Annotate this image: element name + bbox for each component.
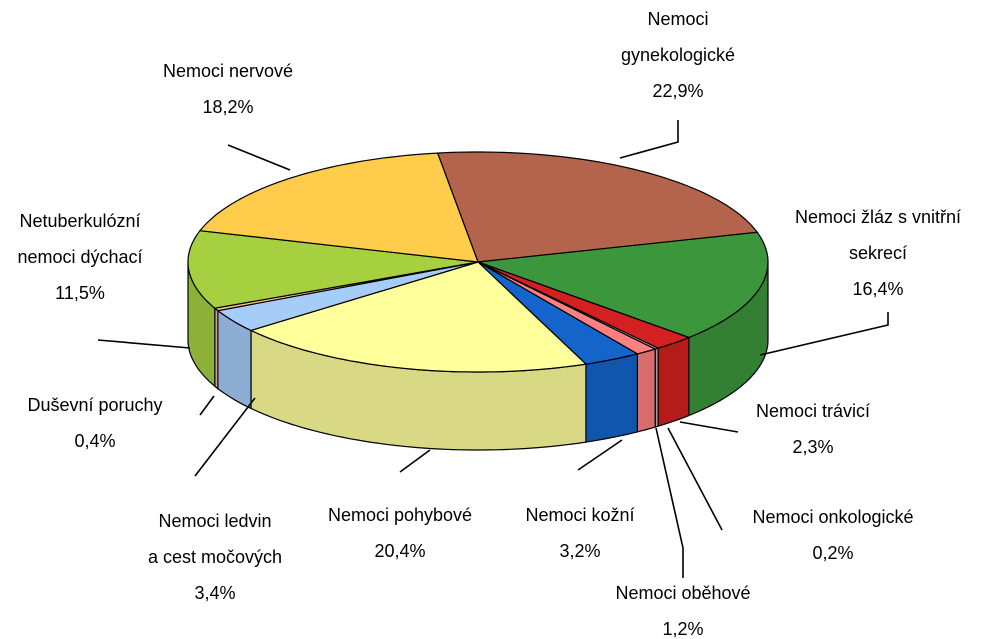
slice-label: Netuberkulózní (19, 211, 140, 231)
slice-label: nemoci dýchací (17, 247, 142, 267)
slice (187, 230, 479, 309)
slice (216, 261, 479, 332)
slice-label: Nemoci nervové (163, 61, 293, 81)
leader-line (199, 395, 215, 416)
slice-label: sekrecí (849, 243, 907, 263)
slice-side (585, 353, 638, 443)
slice-label: a cest močových (148, 547, 282, 567)
leader-line (194, 397, 256, 477)
leader-line (399, 449, 431, 473)
slice-label: Nemoci pohybové (328, 505, 472, 525)
slice-label: Duševní poruchy (27, 395, 162, 415)
slice-label: Nemoci kožní (525, 505, 634, 525)
value-label: 18,2% (202, 97, 253, 117)
slice (477, 261, 691, 349)
value-label: 2,3% (792, 437, 833, 457)
value-label: 1,2% (662, 619, 703, 639)
slice-label: Nemoci onkologické (752, 507, 913, 527)
value-label: 11,5% (55, 283, 105, 303)
slice (477, 231, 769, 339)
slice (436, 151, 759, 263)
slice-label: Nemoci žláz s vnitřní (795, 207, 961, 227)
slice-label: Nemoci ledvin (158, 511, 271, 531)
slice-label: Nemoci (647, 9, 708, 29)
leader-line (227, 144, 291, 171)
value-label: 16,4% (852, 279, 903, 299)
value-label: 20,4% (374, 541, 425, 561)
value-label: 0,2% (812, 543, 853, 563)
leader-line (679, 421, 739, 433)
leader-line (667, 427, 723, 531)
value-label: 22,9% (652, 81, 703, 101)
slice-side (657, 336, 690, 428)
leader-line (619, 120, 679, 159)
slice-label: gynekologické (621, 45, 735, 65)
leader-line (97, 339, 191, 349)
slice-label: Nemoci oběhové (615, 583, 750, 603)
value-label: 0,4% (74, 431, 115, 451)
slice-side (636, 348, 656, 433)
slice (198, 152, 479, 263)
slice (477, 261, 640, 365)
value-label: 3,2% (559, 541, 600, 561)
leader-line (577, 439, 623, 471)
value-label: 3,4% (194, 583, 235, 603)
slice (249, 261, 588, 373)
leader-line (759, 312, 889, 356)
leader-line (655, 427, 684, 578)
slice-label: Nemoci trávicí (756, 401, 870, 421)
